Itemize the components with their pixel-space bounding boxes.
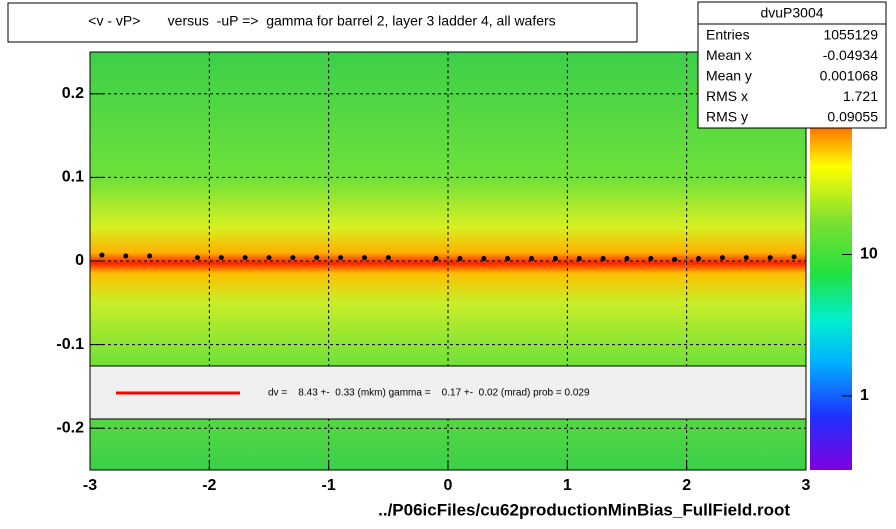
- stats-value: 1.721: [843, 88, 878, 104]
- x-tick-label: -2: [202, 477, 216, 494]
- stats-label: Mean x: [706, 47, 752, 63]
- profile-point: [314, 255, 320, 261]
- profile-point: [481, 255, 487, 261]
- stats-label: Entries: [706, 27, 750, 43]
- profile-point: [576, 255, 582, 261]
- profile-point: [624, 255, 630, 261]
- profile-point: [719, 255, 725, 261]
- x-tick-label: -1: [322, 477, 336, 494]
- profile-point: [767, 255, 773, 261]
- profile-point: [242, 255, 248, 261]
- profile-point: [218, 255, 224, 261]
- profile-point: [457, 255, 463, 261]
- profile-point: [743, 255, 749, 261]
- z-tick-label: 1: [860, 387, 869, 404]
- x-tick-label: 1: [563, 477, 572, 494]
- x-tick-label: 0: [444, 477, 453, 494]
- profile-point: [648, 255, 654, 261]
- profile-point: [194, 255, 200, 261]
- stats-label: RMS x: [706, 88, 748, 104]
- profile-point: [433, 255, 439, 261]
- x-tick-label: 3: [802, 477, 811, 494]
- stats-label: RMS y: [706, 109, 748, 125]
- stats-value: 1055129: [823, 27, 878, 43]
- z-tick-label: 10: [860, 246, 878, 263]
- chart-title: <v - vP> versus -uP => gamma for barrel …: [88, 13, 555, 29]
- stats-label: Mean y: [706, 68, 752, 84]
- stats-value: 0.001068: [820, 68, 879, 84]
- stats-value: 0.09055: [827, 109, 878, 125]
- x-tick-label: -3: [83, 477, 97, 494]
- profile-point: [385, 255, 391, 261]
- profile-point: [672, 256, 678, 262]
- y-tick-label: -0.1: [56, 336, 84, 353]
- stats-value: -0.04934: [823, 47, 878, 63]
- title-box: [7, 2, 638, 43]
- stats-box: [697, 1, 887, 129]
- profile-point: [338, 255, 344, 261]
- profile-point: [290, 255, 296, 261]
- profile-point: [123, 253, 129, 259]
- color-bar: [810, 113, 852, 470]
- y-tick-label: 0.1: [62, 169, 84, 186]
- x-axis-label: ../P06icFiles/cu62productionMinBias_Full…: [378, 500, 790, 519]
- profile-point: [147, 253, 153, 259]
- profile-point: [696, 255, 702, 261]
- y-tick-label: 0: [75, 252, 84, 269]
- profile-point: [600, 255, 606, 261]
- y-tick-label: -0.2: [56, 419, 84, 436]
- plot-frame: [89, 51, 807, 471]
- profile-point: [99, 252, 105, 258]
- profile-point: [266, 255, 272, 261]
- profile-point: [361, 255, 367, 261]
- stats-title: dvuP3004: [760, 5, 823, 21]
- profile-point: [529, 255, 535, 261]
- y-tick-label: 0.2: [62, 85, 84, 102]
- x-tick-label: 2: [682, 477, 691, 494]
- profile-point: [505, 255, 511, 261]
- profile-point: [552, 255, 558, 261]
- fit-legend-text: dv = 8.43 +- 0.33 (mkm) gamma = 0.17 +- …: [268, 388, 590, 399]
- profile-point: [791, 254, 797, 260]
